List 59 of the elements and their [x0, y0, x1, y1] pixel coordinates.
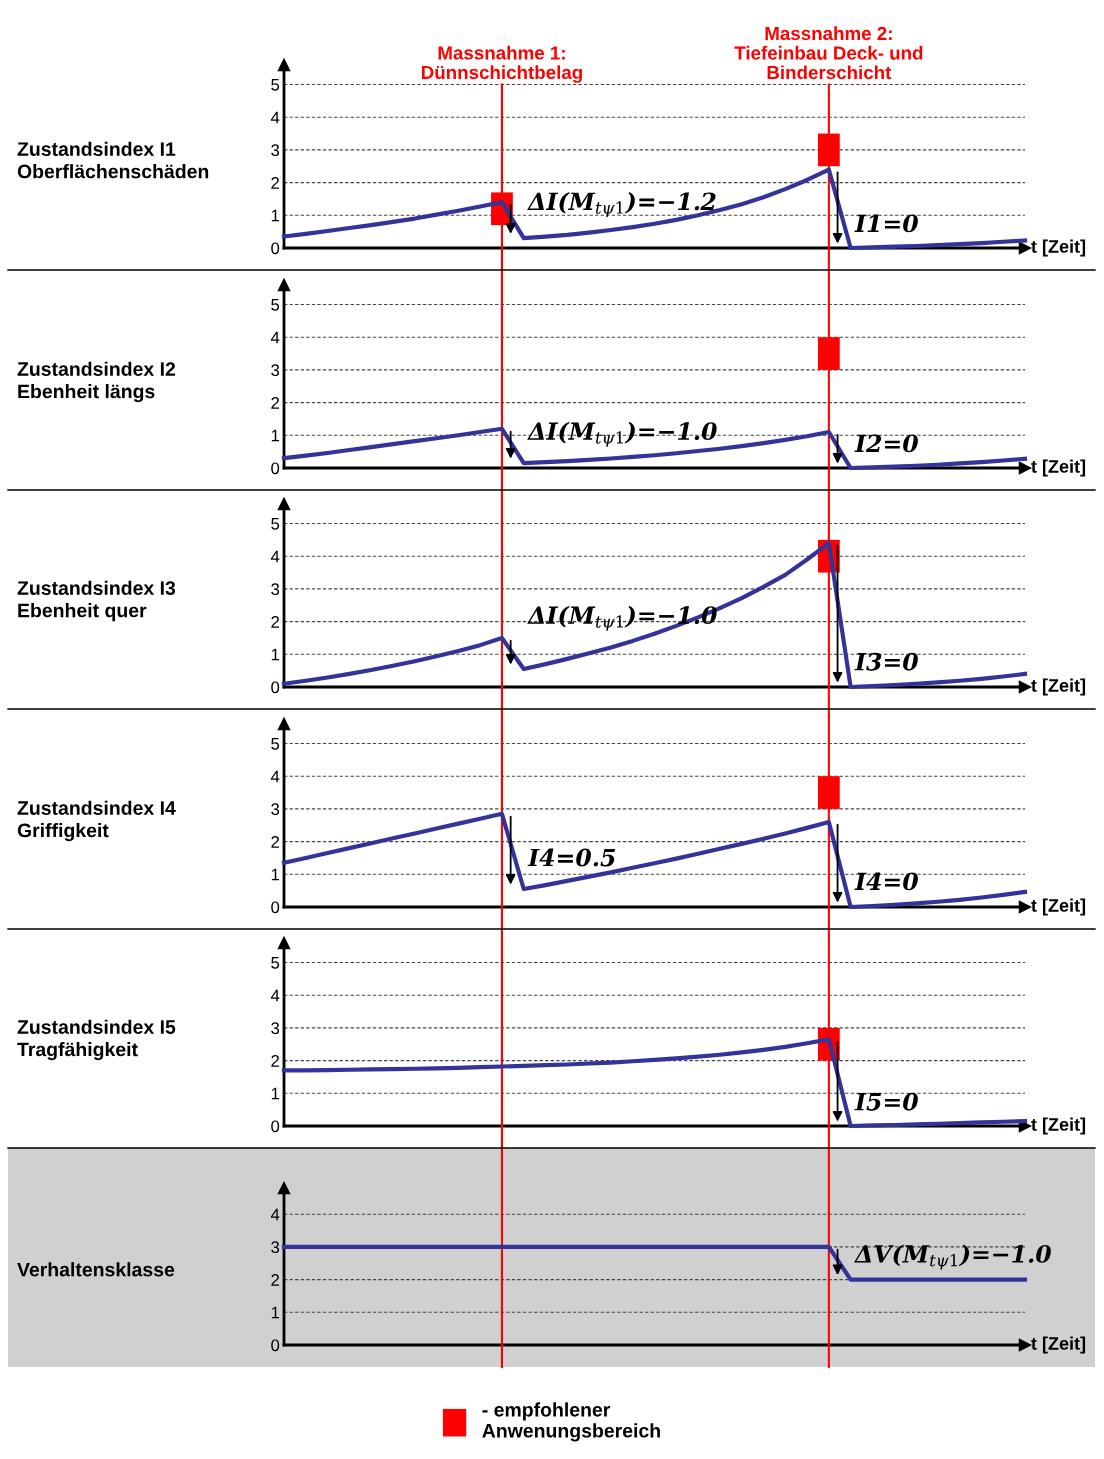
y-tick-label: 0 [271, 901, 280, 914]
y-tick-label: 2 [271, 1055, 279, 1067]
y-tick-label: 1 [271, 868, 280, 881]
y-tick-label: 5 [271, 299, 280, 311]
y-tick-label: 5 [271, 957, 280, 969]
annotation: I4=0 [854, 872, 918, 891]
x-axis-title: t [Zeit] [1031, 239, 1086, 257]
y-tick-label: 4 [270, 989, 280, 1002]
annotation: ΔV(M$_{tψ1}$)=−1.0 [854, 1244, 1051, 1270]
y-tick-label: 2 [271, 836, 279, 848]
annotation: ΔI(M$_{tψ1}$)=−1.0 [527, 421, 717, 447]
y-tick-label: 0 [271, 1339, 280, 1352]
y-tick-label: 1 [271, 429, 280, 442]
y-axis-title: Verhaltensklasse [17, 1262, 175, 1277]
annotation: I4=0.5 [527, 848, 616, 867]
y-axis-title: Zustandsindex I5 Tragfähigkeit [17, 1019, 176, 1061]
y-tick-label: 4 [270, 111, 280, 124]
y-tick-label: 1 [271, 648, 280, 661]
annotation: ΔI(M$_{tψ1}$)=−1.2 [527, 192, 716, 218]
annotation: I2=0 [854, 434, 918, 453]
y-tick-label: 5 [271, 518, 280, 530]
x-axis-title: t [Zeit] [1031, 1117, 1086, 1135]
legend-label: - empfohlener Anwenungsbereich [482, 1402, 660, 1442]
y-tick-label: 0 [271, 1120, 280, 1133]
y-tick-label: 1 [271, 1306, 280, 1319]
y-tick-label: 4 [270, 331, 280, 344]
y-tick-label: 3 [271, 583, 280, 596]
y-tick-label: 0 [271, 681, 280, 694]
y-tick-label: 1 [271, 209, 280, 222]
y-axis-title: Zustandsindex I2 Ebenheit längs [17, 361, 176, 403]
y-tick-label: 3 [271, 1241, 280, 1254]
y-tick-label: 4 [270, 770, 280, 783]
x-axis-title: t [Zeit] [1031, 678, 1086, 696]
y-tick-label: 2 [271, 397, 279, 409]
y-axis-title: Zustandsindex I4 Griffigkeit [17, 800, 176, 842]
y-tick-label: 1 [271, 1087, 280, 1100]
x-axis-title: t [Zeit] [1031, 1336, 1086, 1354]
y-tick-label: 2 [271, 177, 279, 189]
x-axis-title: t [Zeit] [1031, 898, 1086, 916]
y-axis-title: Zustandsindex I1 Oberflächenschäden [17, 141, 209, 179]
y-tick-label: 5 [271, 738, 280, 750]
y-tick-label: 3 [271, 803, 280, 816]
annotation: Massnahme 2: Tiefeinbau Deck- und Binderschicht [734, 26, 923, 80]
y-tick-label: 4 [270, 1208, 280, 1221]
y-tick-label: 4 [270, 550, 280, 563]
y-tick-label: 0 [271, 242, 280, 255]
y-tick-label: 0 [271, 462, 280, 475]
y-tick-label: 5 [271, 79, 280, 91]
annotation: Massnahme 1: Dünnschichtbelag [421, 45, 582, 83]
annotation: I1=0 [854, 214, 918, 233]
y-tick-label: 3 [271, 1022, 280, 1035]
y-axis-title: Zustandsindex I3 Ebenheit quer [17, 580, 176, 622]
y-tick-label: 3 [271, 364, 280, 377]
annotation: I5=0 [854, 1092, 918, 1111]
y-tick-label: 2 [271, 616, 279, 628]
annotation: I3=0 [854, 652, 918, 671]
y-tick-label: 3 [271, 144, 280, 157]
y-tick-label: 2 [271, 1274, 279, 1286]
x-axis-title: t [Zeit] [1031, 459, 1086, 477]
